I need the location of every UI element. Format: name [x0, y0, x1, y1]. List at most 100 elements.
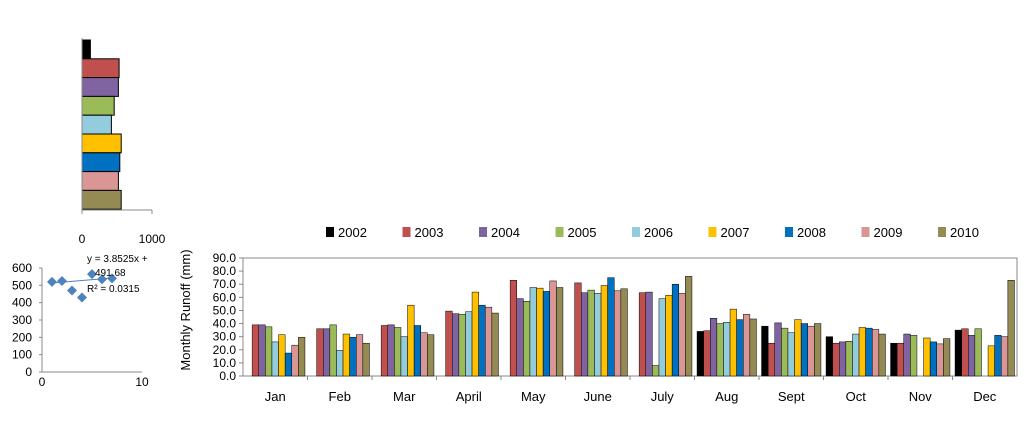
- hbar-x-tick-label-1: 1000: [139, 232, 166, 246]
- bar-April-2010: [491, 312, 499, 377]
- scatter-point: [67, 285, 77, 296]
- bar-April-2004: [452, 313, 460, 377]
- x-tick-label-Mar: Mar: [393, 389, 416, 404]
- bar-Mar-2005: [394, 327, 402, 377]
- bar-Feb-2008: [349, 337, 357, 377]
- bar-June-2004: [581, 292, 589, 377]
- legend-swatch-2010: [938, 227, 946, 237]
- bar-July-2008: [671, 283, 680, 377]
- x-tick-label-Feb: Feb: [329, 389, 351, 404]
- bar-Sept-2003: [767, 342, 776, 377]
- scatter-y-tick-label: 400: [12, 296, 32, 310]
- bar-Aug-2005: [716, 323, 724, 377]
- bar-Nov-2010: [943, 338, 951, 377]
- bar-Nov-2008: [929, 341, 938, 377]
- bar-June-2003: [574, 282, 582, 377]
- legend-label-2008: 2008: [797, 225, 826, 240]
- bar-Oct-2003: [832, 342, 840, 377]
- bar-Feb-2007: [342, 333, 350, 377]
- bar-May-2004: [516, 298, 524, 377]
- bar-Feb-2006: [336, 350, 344, 377]
- bar-Oct-2005: [845, 341, 853, 377]
- bar-Aug-2009: [743, 314, 751, 377]
- legend: 2002 2003 2004 2005 2006 2007 2008 2009 2010: [326, 225, 979, 240]
- bar-June-2007: [600, 285, 608, 377]
- legend-label-2002: 2002: [338, 225, 367, 240]
- bar-Feb-2004: [323, 328, 331, 377]
- bar-Sept-2010: [814, 323, 822, 377]
- bar-Aug-2010: [749, 318, 757, 377]
- trendline-equation: y = 3.8525x +: [87, 254, 148, 265]
- y-tick-label: 60.0: [213, 290, 237, 304]
- y-tick-label: 40.0: [213, 317, 237, 331]
- y-tick-label: 70.0: [213, 277, 237, 291]
- bar-Aug-2003: [703, 330, 711, 377]
- bar-June-2006: [594, 293, 602, 377]
- bar-April-2006: [465, 311, 473, 377]
- bar-Aug-2002: [696, 331, 704, 377]
- bar-June-2009: [614, 290, 622, 377]
- hbar-bar-2009: [81, 171, 119, 191]
- y-tick-label: 30.0: [213, 330, 237, 344]
- hbar-bar-2006: [81, 114, 112, 135]
- hbar-bar-2008: [81, 152, 121, 173]
- bar-Mar-2008: [413, 325, 421, 377]
- bar-Dec-2007: [987, 345, 995, 377]
- bar-Mar-2003: [380, 325, 388, 377]
- bar-Nov-2005: [910, 335, 918, 377]
- bar-Sept-2009: [807, 325, 815, 377]
- scatter-y-tick-label: 600: [12, 261, 32, 275]
- scatter-point: [87, 269, 97, 280]
- bar-April-2005: [458, 314, 466, 377]
- trendline-r-squared: R² = 0.0315: [87, 284, 140, 295]
- bar-Jan-2005: [265, 326, 273, 377]
- scatter-y-tick-label: 300: [12, 313, 32, 327]
- scatter-point: [97, 274, 107, 285]
- bar-Oct-2004: [839, 341, 847, 377]
- bar-May-2003: [509, 280, 517, 377]
- bar-Jan-2009: [291, 344, 299, 377]
- y-tick-label: 10.0: [213, 356, 237, 370]
- bar-Mar-2007: [407, 304, 415, 377]
- bar-Sept-2005: [781, 327, 789, 377]
- bar-Aug-2004: [710, 318, 718, 377]
- bar-June-2010: [620, 288, 628, 377]
- hbar-bar-2007: [81, 133, 122, 154]
- y-tick-label: 50.0: [213, 303, 237, 317]
- bar-Mar-2006: [400, 336, 408, 377]
- legend-swatch-2005: [555, 227, 564, 237]
- y-axis-title: Monthly Runoff (mm): [178, 249, 193, 370]
- bar-Dec-2003: [961, 328, 969, 377]
- bar-April-2003: [445, 310, 453, 377]
- bar-Feb-2005: [329, 324, 337, 377]
- x-tick-label-June: June: [584, 389, 612, 404]
- bar-May-2008: [542, 291, 551, 377]
- bar-July-2006: [658, 298, 666, 377]
- scatter-point: [47, 276, 57, 287]
- bar-July-2007: [665, 295, 673, 377]
- x-tick-label-July: July: [651, 389, 675, 404]
- scatter-x-tick-label-1: 10: [135, 375, 149, 389]
- bar-Oct-2006: [852, 333, 860, 377]
- legend-swatch-2003: [402, 227, 411, 237]
- bar-Jan-2006: [271, 341, 279, 377]
- bar-Dec-2005: [974, 328, 982, 377]
- bar-Jan-2003: [251, 324, 259, 377]
- hbar-bar-2005: [81, 95, 115, 116]
- bar-Oct-2008: [865, 327, 873, 377]
- bar-Mar-2004: [387, 324, 395, 377]
- x-tick-label-Nov: Nov: [909, 389, 933, 404]
- bar-Nov-2003: [896, 342, 905, 377]
- legend-label-2009: 2009: [874, 225, 903, 240]
- bar-July-2009: [678, 293, 686, 377]
- trendline-intercept: 491.68: [95, 268, 126, 279]
- bar-Mar-2009: [420, 332, 428, 377]
- bars: [251, 276, 1015, 377]
- x-tick-label-Aug: Aug: [715, 389, 738, 404]
- legend-swatch-2002: [326, 227, 334, 237]
- legend-label-2004: 2004: [491, 225, 520, 240]
- bar-Feb-2009: [356, 334, 364, 377]
- bar-Aug-2008: [736, 319, 744, 377]
- legend-label-2007: 2007: [721, 225, 750, 240]
